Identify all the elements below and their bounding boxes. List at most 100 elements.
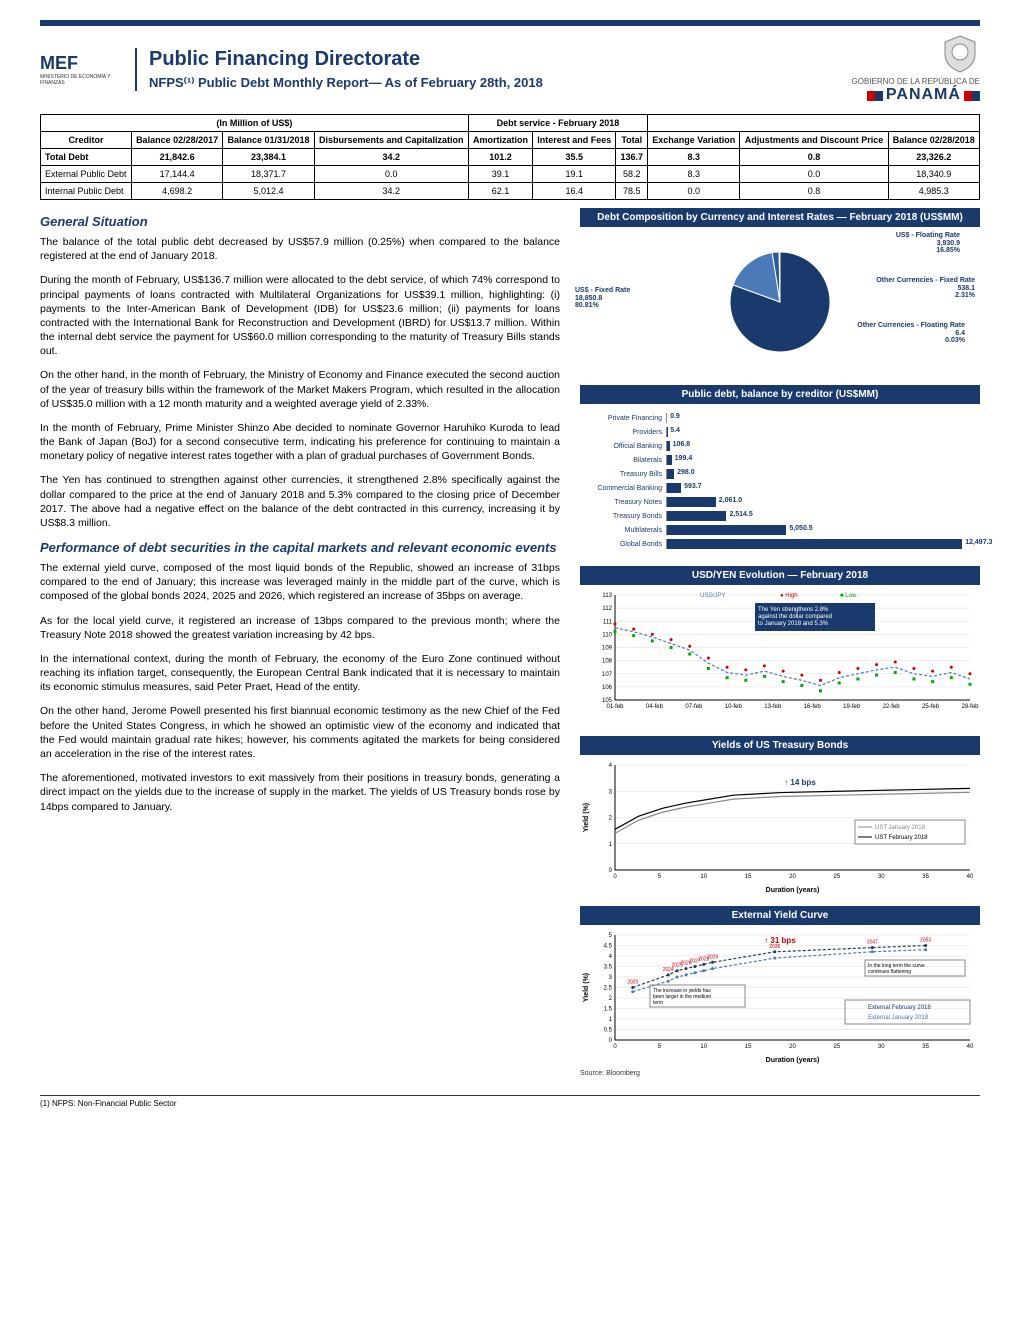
hbar-label: Multilaterals	[586, 527, 666, 534]
table-cell: 17,144.4	[131, 166, 222, 183]
hbar-value: 298.0	[677, 469, 695, 476]
svg-text:01-feb: 01-feb	[606, 704, 624, 710]
svg-text:2: 2	[609, 816, 613, 822]
flag-icon	[964, 91, 980, 101]
hbar-value: 0.9	[670, 413, 680, 420]
svg-text:111: 111	[603, 619, 613, 625]
svg-text:Duration (years): Duration (years)	[766, 1057, 820, 1064]
hbar-value: 5.4	[670, 427, 680, 434]
gob-text: GOBIERNO DE LA REPÚBLICA DE	[852, 77, 980, 86]
svg-text:107: 107	[602, 672, 613, 678]
svg-text:2.5: 2.5	[604, 986, 613, 992]
table-col-header: Balance 01/31/2018	[223, 132, 314, 149]
svg-text:106: 106	[602, 685, 613, 691]
panama-text: PANAMÁ	[886, 86, 961, 103]
svg-text:2053: 2053	[920, 938, 931, 944]
table-cell: 34.2	[314, 149, 468, 166]
svg-text:30: 30	[878, 874, 885, 880]
title-block: Public Financing Directorate NFPS⁽¹⁾ Pub…	[135, 48, 837, 91]
table-group1: (In Million of US$)	[41, 115, 469, 132]
svg-text:3.5: 3.5	[604, 965, 613, 971]
usdyen-chart: USD/YEN Evolution — February 2018 105106…	[580, 566, 980, 728]
table-cell: External Public Debt	[41, 166, 132, 183]
table-cell: 34.2	[314, 183, 468, 200]
svg-text:113: 113	[602, 593, 612, 599]
svg-text:07-feb: 07-feb	[685, 704, 703, 710]
svg-text:04-feb: 04-feb	[646, 704, 664, 710]
ext-svg: 00.511.522.533.544.550510152025303540Dur…	[580, 925, 980, 1065]
para: In the month of February, Prime Minister…	[40, 421, 560, 464]
hbar-value: 5,050.5	[789, 525, 812, 532]
table-col-header: Adjustments and Discount Price	[740, 132, 888, 149]
ust-title: Yields of US Treasury Bonds	[580, 736, 980, 755]
svg-text:10: 10	[700, 874, 707, 880]
debt-table: (In Million of US$) Debt service - Febru…	[40, 114, 980, 200]
svg-text:● High: ● High	[780, 593, 798, 599]
svg-text:5: 5	[609, 933, 613, 939]
svg-text:1: 1	[609, 842, 613, 848]
table-cell: 8.3	[648, 166, 740, 183]
para: In the international context, during the…	[40, 652, 560, 695]
svg-text:USD/JPY: USD/JPY	[700, 593, 725, 599]
hbar-row: Official Banking106.8	[586, 440, 974, 452]
hbar-label: Treasury Bills	[586, 471, 666, 478]
right-column: Debt Composition by Currency and Interes…	[580, 208, 980, 1085]
svg-text:28-feb: 28-feb	[961, 704, 979, 710]
table-row: Internal Public Debt4,698.25,012.434.262…	[41, 183, 980, 200]
svg-text:5: 5	[658, 874, 662, 880]
hbar-label: Providers	[586, 429, 666, 436]
svg-text:112: 112	[602, 606, 612, 612]
svg-text:2047: 2047	[867, 940, 878, 946]
table-cell: 58.2	[616, 166, 648, 183]
svg-text:0: 0	[609, 1038, 613, 1044]
hbar-title: Public debt, balance by creditor (US$MM)	[580, 385, 980, 404]
ust-chart: Yields of US Treasury Bonds 012340510152…	[580, 736, 980, 898]
table-cell: Internal Public Debt	[41, 183, 132, 200]
svg-text:continues flattening: continues flattening	[868, 969, 911, 975]
pie-label: US$ - Floating Rate3,930.916.85%	[896, 232, 960, 255]
svg-text:13-feb: 13-feb	[764, 704, 782, 710]
svg-text:External February 2018: External February 2018	[868, 1005, 931, 1011]
pie-label: Other Currencies - Floating Rate6.40.03%	[857, 322, 965, 345]
table-cell: 23,384.1	[223, 149, 314, 166]
table-col-header: Balance 02/28/2017	[131, 132, 222, 149]
svg-text:4: 4	[609, 954, 613, 960]
table-col-header: Balance 02/28/2018	[888, 132, 979, 149]
hbar-value: 12,497.3	[965, 539, 992, 546]
svg-text:1.5: 1.5	[604, 1007, 613, 1013]
svg-text:109: 109	[602, 646, 613, 652]
table-cell: 4,698.2	[131, 183, 222, 200]
hbar-value: 2,514.5	[729, 511, 752, 518]
hbar-label: Commercial Banking	[586, 485, 666, 492]
table-group2: Debt service - February 2018	[468, 115, 647, 132]
svg-text:Yield (%): Yield (%)	[583, 973, 590, 1002]
svg-text:16-feb: 16-feb	[804, 704, 822, 710]
table-cell: 0.0	[740, 166, 888, 183]
para: During the month of February, US$136.7 m…	[40, 273, 560, 358]
para: The Yen has continued to strengthen agai…	[40, 473, 560, 530]
table-row: External Public Debt17,144.418,371.70.03…	[41, 166, 980, 183]
svg-text:20: 20	[789, 874, 796, 880]
table-cell: 78.5	[616, 183, 648, 200]
svg-text:against the dollar compared: against the dollar compared	[758, 614, 832, 620]
hbar-value: 593.7	[684, 483, 702, 490]
svg-text:3: 3	[609, 789, 613, 795]
svg-text:The Yen strengthens 2.8%: The Yen strengthens 2.8%	[758, 607, 829, 613]
svg-text:10: 10	[700, 1044, 707, 1050]
svg-text:35: 35	[922, 874, 929, 880]
table-cell: 0.8	[740, 149, 888, 166]
mef-logo-text: MEF	[40, 53, 120, 74]
svg-text:2029: 2029	[707, 954, 718, 960]
svg-text:0: 0	[609, 868, 613, 874]
svg-text:35: 35	[922, 1044, 929, 1050]
svg-text:40: 40	[967, 1044, 974, 1050]
hbar-chart: Public debt, balance by creditor (US$MM)…	[580, 385, 980, 558]
svg-text:0.5: 0.5	[604, 1028, 613, 1034]
hbar-value: 106.8	[673, 441, 691, 448]
table-cell: 136.7	[616, 149, 648, 166]
table-col-header: Disbursements and Capitalization	[314, 132, 468, 149]
flag-icon	[867, 91, 883, 101]
pie-label: Other Currencies - Fixed Rate538.12.31%	[876, 277, 975, 300]
content: General Situation The balance of the tot…	[40, 208, 980, 1085]
source-text: Source: Bloomberg	[580, 1070, 980, 1077]
